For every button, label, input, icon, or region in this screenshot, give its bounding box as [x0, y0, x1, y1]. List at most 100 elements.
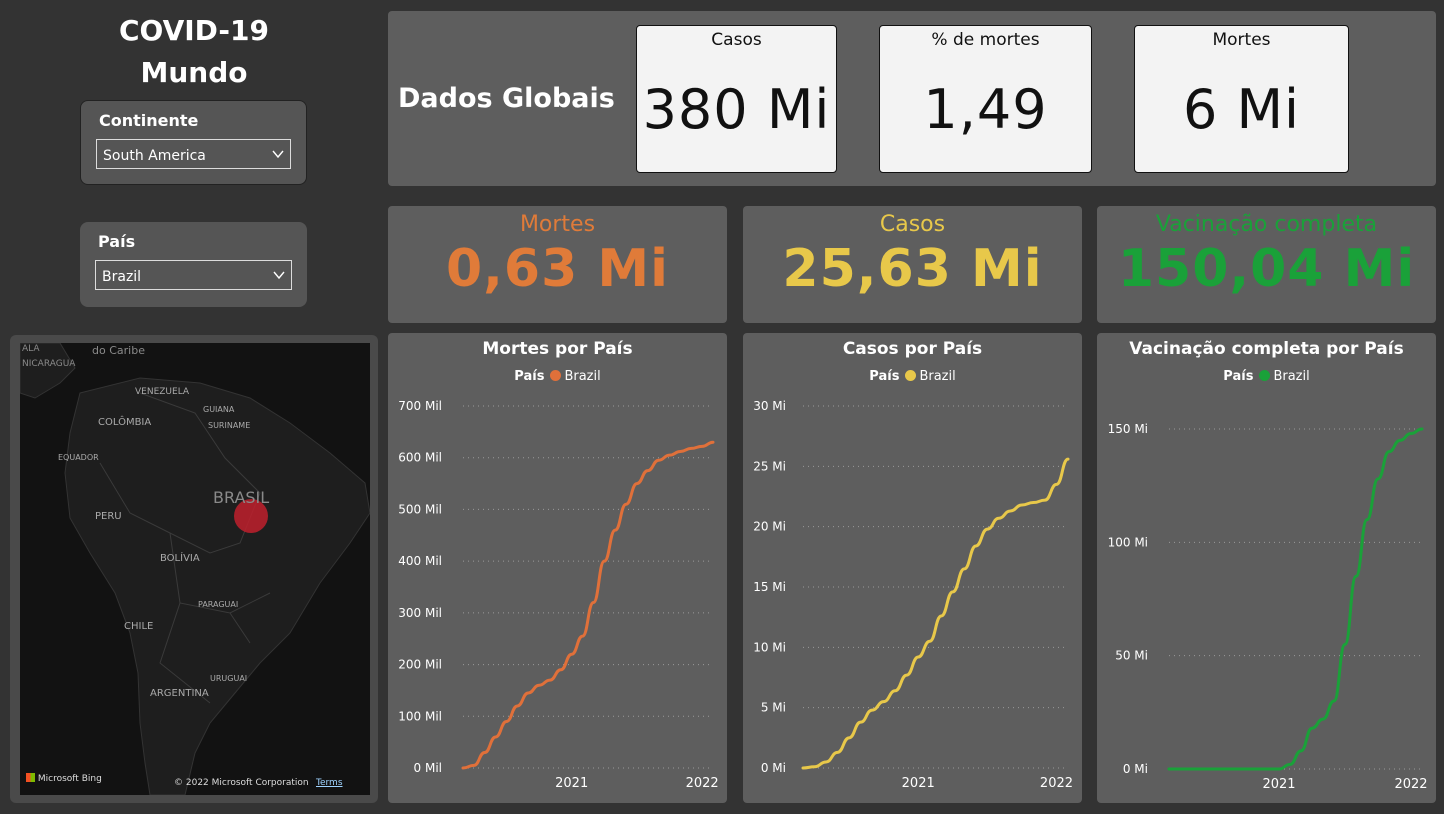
y-tick-label: 20 Mi [753, 520, 786, 534]
map-label: BRASIL [213, 488, 270, 507]
series-line-brazil[interactable] [801, 457, 1070, 770]
chevron-down-icon [273, 271, 285, 280]
chart-deaths-by-country: Mortes por País País Brazil 700 Mil 600 Mi… [388, 333, 727, 803]
kpi-value: 150,04 Mi [1117, 239, 1416, 299]
map-label: BOLÍVIA [160, 553, 200, 564]
card-title: % de mortes [931, 30, 1040, 50]
y-tick-label: 700 Mil [398, 399, 442, 413]
map-terms-link[interactable]: Terms [316, 778, 343, 788]
title-line-2: Mundo [140, 56, 248, 89]
series-line-brazil[interactable] [461, 440, 715, 770]
kpi-title: Mortes [519, 212, 596, 237]
card-value: 6 Mi [1182, 78, 1301, 141]
x-tick-label: 2022 [686, 776, 719, 791]
map-label: COLÔMBIA [98, 417, 152, 428]
map-visual: ALA do Caribe NICARAGUA VENEZUELA GUIANA… [10, 335, 378, 803]
y-tick-label: 30 Mi [753, 399, 786, 413]
card-value: 380 Mi [642, 78, 831, 141]
chart-title: Mortes por País [482, 339, 633, 359]
x-tick-label: 2022 [1394, 777, 1427, 792]
chart-title: Casos por País [842, 339, 983, 359]
legend-dot [905, 370, 917, 381]
x-tick-label: 2021 [902, 776, 935, 791]
y-tick-label: 600 Mil [398, 451, 442, 465]
y-tick-label: 100 Mil [398, 709, 442, 723]
card-title: Mortes [1212, 30, 1271, 50]
card-title: Casos [711, 30, 762, 50]
y-tick-label: 0 Mi [1123, 762, 1148, 776]
y-tick-label: 10 Mi [753, 640, 786, 654]
map-label: do Caribe [92, 344, 145, 357]
chart-plot[interactable]: 700 Mil 600 Mil 500 Mil 400 Mil 300 Mil 200 M… [388, 333, 727, 803]
country-label: País [98, 232, 136, 251]
continent-label: Continente [99, 111, 199, 130]
chart-plot[interactable]: 150 Mi 100 Mi 50 Mi 0 Mi 2021 2022 [1097, 333, 1436, 803]
card-global-death-rate: % de mortes 1,49 [879, 25, 1092, 173]
map-copyright: © 2022 Microsoft Corporation [174, 778, 309, 788]
kpi-vaccination: Vacinação completa 150,04 Mi [1097, 206, 1436, 323]
microsoft-logo-icon [26, 773, 35, 782]
legend-title: País [869, 369, 900, 384]
x-tick-label: 2021 [1262, 777, 1295, 792]
map-label: SURINAME [208, 421, 251, 430]
global-data-panel: Dados Globais Casos 380 Mi % de mortes 1… [388, 11, 1436, 186]
kpi-value: 0,63 Mi [446, 239, 669, 299]
kpi-deaths: Mortes 0,63 Mi [388, 206, 727, 323]
chart-legend: País Brazil [1097, 369, 1436, 384]
map-label: PARAGUAI [198, 600, 239, 609]
chart-legend: País Brazil [388, 369, 727, 384]
title-line-1: COVID-19 [118, 14, 270, 47]
continent-value: South America [103, 148, 206, 164]
series-line-brazil[interactable] [1167, 427, 1424, 771]
chart-legend: País Brazil [743, 369, 1082, 384]
card-value: 1,49 [923, 78, 1048, 141]
continent-slicer: Continente South America [80, 100, 307, 185]
kpi-value: 25,63 Mi [782, 239, 1043, 299]
legend-series-name: Brazil [919, 369, 956, 384]
chevron-down-icon [272, 150, 284, 159]
y-tick-label: 15 Mi [753, 580, 786, 594]
map-label: VENEZUELA [135, 387, 190, 397]
legend-series-name: Brazil [564, 369, 601, 384]
kpi-title: Vacinação completa [1155, 212, 1378, 237]
dashboard-title: COVID-19 Mundo [80, 10, 308, 94]
chart-title: Vacinação completa por País [1129, 339, 1404, 359]
y-tick-label: 150 Mi [1108, 422, 1148, 436]
chart-vaccination-by-country: Vacinação completa por País País Brazil 1… [1097, 333, 1436, 803]
kpi-title: Casos [879, 212, 946, 237]
x-tick-label: 2021 [555, 776, 588, 791]
y-tick-label: 5 Mi [761, 701, 786, 715]
card-global-cases: Casos 380 Mi [636, 25, 837, 173]
country-bubble[interactable] [234, 499, 268, 533]
bing-brand: Microsoft Bing [37, 774, 102, 784]
legend-series-name: Brazil [1273, 369, 1310, 384]
chart-cases-by-country: Casos por País País Brazil 30 Mi 25 Mi 20 M… [743, 333, 1082, 803]
map-label: EQUADOR [58, 453, 99, 462]
country-slicer: País Brazil [80, 222, 307, 307]
global-data-label: Dados Globais [398, 83, 615, 114]
country-value: Brazil [102, 269, 142, 285]
legend-title: País [1223, 369, 1254, 384]
country-dropdown[interactable]: Brazil [95, 260, 292, 290]
map-label: ARGENTINA [150, 688, 209, 699]
map-land-svg [20, 343, 370, 795]
y-tick-label: 400 Mil [398, 554, 442, 568]
chart-plot[interactable]: 30 Mi 25 Mi 20 Mi 15 Mi 10 Mi 5 Mi 0 Mi 2021 202… [743, 333, 1082, 803]
y-tick-label: 0 Mi [761, 761, 786, 775]
kpi-cases: Casos 25,63 Mi [743, 206, 1082, 323]
y-tick-label: 100 Mi [1108, 535, 1148, 549]
map-canvas[interactable]: ALA do Caribe NICARAGUA VENEZUELA GUIANA… [20, 343, 370, 795]
y-tick-label: 200 Mil [398, 658, 442, 672]
y-tick-label: 300 Mil [398, 606, 442, 620]
legend-title: País [514, 369, 545, 384]
map-label: PERU [95, 511, 122, 522]
y-tick-label: 0 Mil [414, 761, 442, 775]
map-label: GUIANA [203, 405, 235, 414]
card-global-deaths: Mortes 6 Mi [1134, 25, 1349, 173]
continent-dropdown[interactable]: South America [96, 139, 291, 169]
map-label: NICARAGUA [22, 359, 76, 369]
y-tick-label: 25 Mi [753, 459, 786, 473]
map-label: URUGUAI [210, 674, 248, 683]
x-tick-label: 2022 [1040, 776, 1073, 791]
legend-dot [1259, 370, 1271, 381]
